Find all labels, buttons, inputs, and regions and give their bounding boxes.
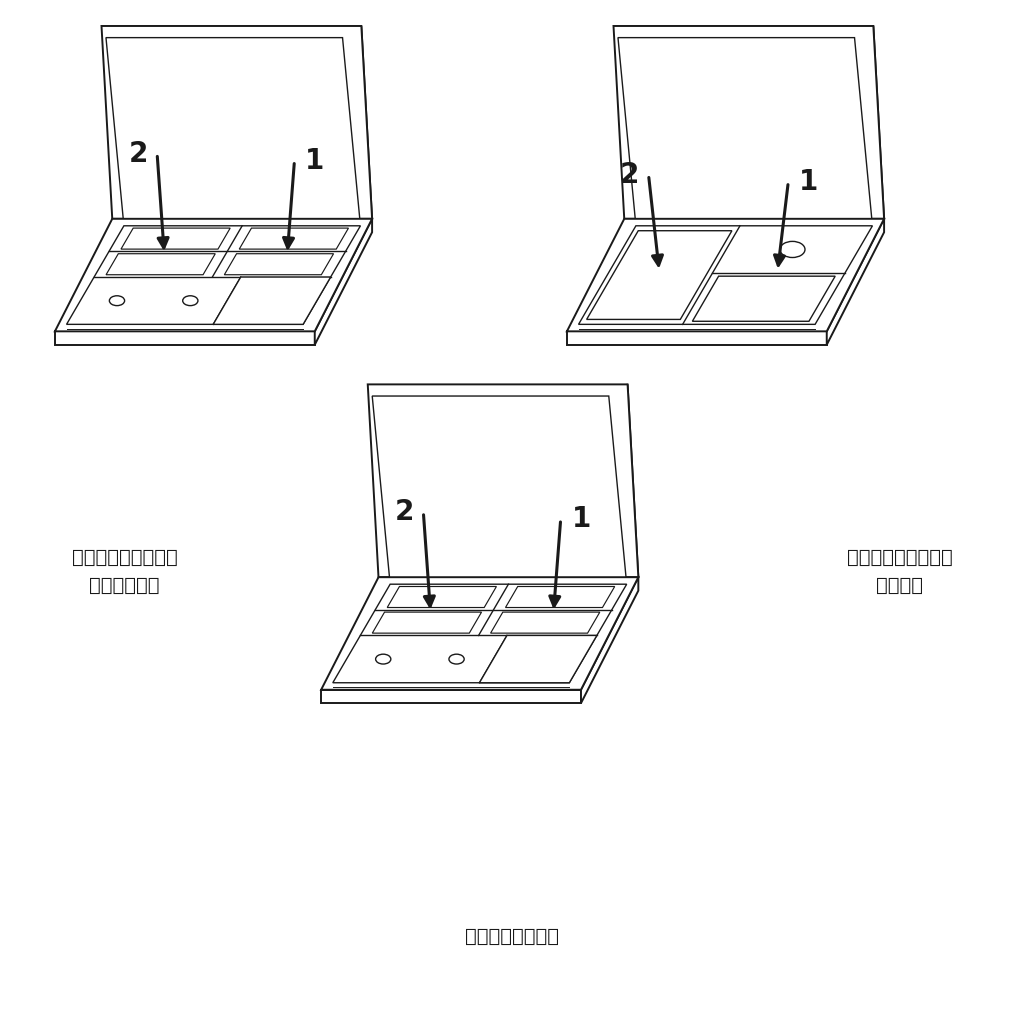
Polygon shape bbox=[213, 278, 331, 325]
Text: アイカラーデュオ: アイカラーデュオ bbox=[465, 927, 559, 946]
Polygon shape bbox=[342, 26, 372, 225]
Polygon shape bbox=[506, 587, 614, 607]
Polygon shape bbox=[826, 219, 884, 345]
Polygon shape bbox=[490, 612, 600, 633]
Polygon shape bbox=[613, 26, 884, 219]
Polygon shape bbox=[368, 384, 638, 578]
Text: 1: 1 bbox=[571, 505, 591, 534]
Polygon shape bbox=[322, 578, 638, 690]
Polygon shape bbox=[387, 587, 497, 607]
Polygon shape bbox=[618, 38, 872, 225]
Text: レイヤードカラーズ
アイシャドウ: レイヤードカラーズ アイシャドウ bbox=[72, 548, 177, 595]
Text: 2: 2 bbox=[129, 139, 148, 168]
Ellipse shape bbox=[449, 654, 464, 664]
Polygon shape bbox=[373, 396, 627, 584]
Polygon shape bbox=[55, 219, 372, 332]
Ellipse shape bbox=[182, 296, 198, 305]
Polygon shape bbox=[587, 230, 732, 319]
Text: 1: 1 bbox=[799, 168, 818, 196]
Text: 2: 2 bbox=[395, 498, 415, 526]
Text: 2: 2 bbox=[621, 161, 640, 188]
Text: レイヤードフェース
カラーズ: レイヤードフェース カラーズ bbox=[847, 548, 952, 595]
Polygon shape bbox=[322, 690, 581, 703]
Ellipse shape bbox=[376, 654, 391, 664]
Polygon shape bbox=[106, 254, 215, 274]
Polygon shape bbox=[101, 26, 372, 219]
Polygon shape bbox=[479, 636, 597, 683]
Polygon shape bbox=[67, 225, 360, 325]
Polygon shape bbox=[373, 612, 481, 633]
Text: 1: 1 bbox=[305, 146, 325, 175]
Polygon shape bbox=[121, 228, 230, 249]
Polygon shape bbox=[333, 584, 627, 683]
Polygon shape bbox=[581, 578, 638, 703]
Polygon shape bbox=[855, 26, 884, 225]
Polygon shape bbox=[240, 228, 348, 249]
Polygon shape bbox=[567, 332, 826, 345]
Polygon shape bbox=[579, 225, 872, 325]
Polygon shape bbox=[55, 332, 314, 345]
Polygon shape bbox=[609, 384, 638, 584]
Ellipse shape bbox=[110, 296, 125, 305]
Polygon shape bbox=[106, 38, 360, 225]
Polygon shape bbox=[692, 276, 836, 322]
Polygon shape bbox=[224, 254, 334, 274]
Polygon shape bbox=[314, 219, 372, 345]
Ellipse shape bbox=[780, 242, 805, 257]
Polygon shape bbox=[567, 219, 884, 332]
